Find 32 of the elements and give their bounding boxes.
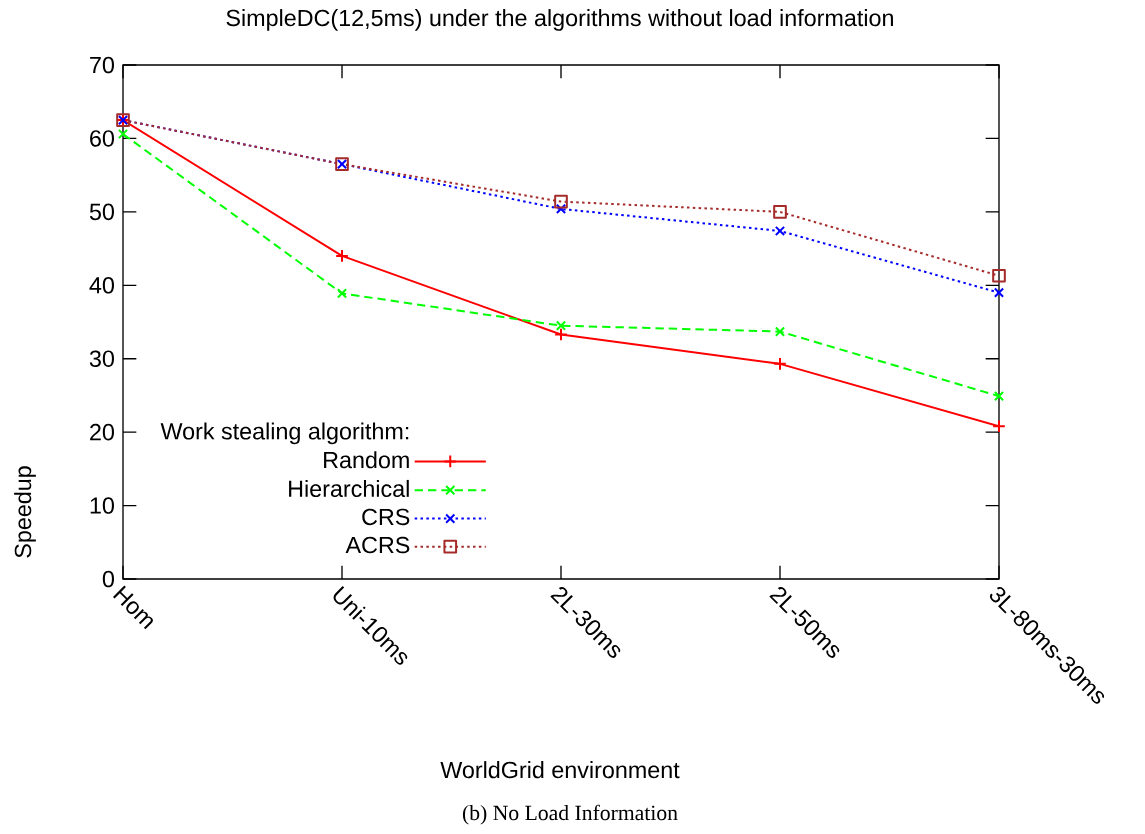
x-axis-title: WorldGrid environment — [440, 761, 680, 779]
point — [554, 327, 568, 342]
y-tick-label: 30 — [89, 350, 114, 367]
y-tick-label: 20 — [90, 423, 114, 441]
chart-title: SimpleDC(12,5ms) under the algorithms without load information — [226, 9, 893, 31]
point — [117, 128, 129, 140]
y-tick-label: 50 — [89, 203, 114, 221]
point — [555, 320, 567, 331]
legend-label: ACRS — [345, 536, 410, 554]
point — [993, 287, 1005, 298]
legend-title: Work stealing algorithm: — [160, 422, 409, 445]
point — [335, 249, 349, 263]
y-tick-label: 70 — [90, 56, 114, 74]
point — [773, 357, 787, 371]
y-tick-label: 0 — [102, 570, 114, 588]
y-axis-title: Speedup — [14, 466, 36, 558]
point — [554, 194, 568, 209]
point — [336, 288, 348, 299]
point — [774, 225, 786, 237]
legend-label: CRS — [362, 508, 410, 526]
point — [992, 268, 1006, 283]
point — [992, 419, 1006, 434]
y-tick-label: 40 — [89, 277, 114, 294]
point — [774, 326, 786, 337]
point — [993, 391, 1005, 402]
y-tick-label: 10 — [90, 497, 114, 514]
y-tick-label: 60 — [90, 130, 114, 147]
point — [555, 203, 567, 215]
legend-label: Hierarchical — [289, 479, 409, 498]
point — [773, 205, 787, 219]
legend-label: Random — [324, 451, 409, 469]
text: (b) No Load Information — [462, 804, 678, 825]
